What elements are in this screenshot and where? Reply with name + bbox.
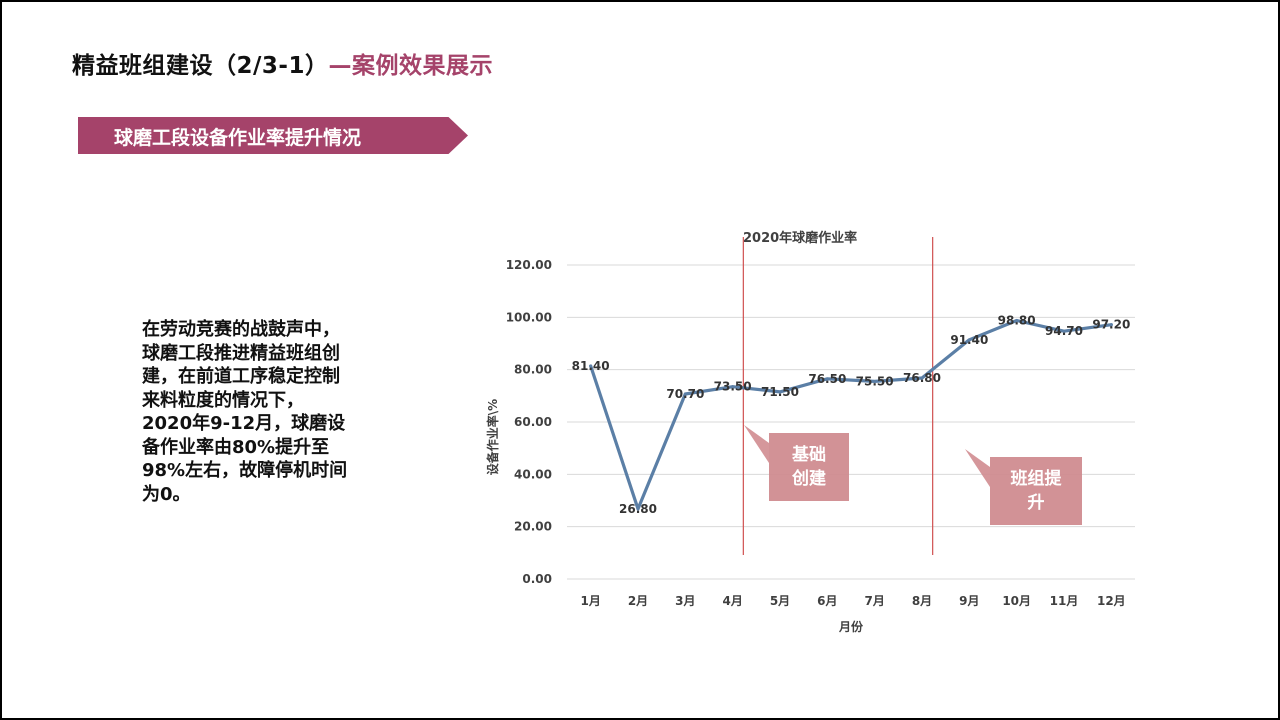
callout-text: 创建 (791, 468, 826, 489)
x-axis-title: 月份 (838, 619, 864, 634)
data-point (1015, 318, 1019, 322)
data-label: 91.40 (950, 333, 988, 347)
data-label: 75.50 (856, 374, 894, 388)
data-label: 94.70 (1045, 324, 1083, 338)
x-tick-label: 9月 (959, 594, 979, 608)
data-point (731, 385, 735, 389)
section-banner-label: 球磨工段设备作业率提升情况 (114, 127, 362, 149)
y-tick-label: 40.00 (514, 467, 552, 481)
data-label: 76.50 (808, 372, 846, 386)
x-tick-label: 4月 (722, 594, 742, 608)
x-tick-label: 7月 (864, 594, 884, 608)
data-point (589, 364, 593, 368)
y-axis-title: 设备作业率\% (485, 399, 500, 475)
y-tick-label: 60.00 (514, 415, 552, 429)
y-tick-label: 20.00 (514, 520, 552, 534)
y-tick-label: 100.00 (506, 310, 552, 324)
y-tick-label: 80.00 (514, 363, 552, 377)
data-point (825, 377, 829, 381)
x-tick-label: 10月 (1002, 594, 1031, 608)
line-chart: 2020年球磨作业率 0.00 20.00 40.00 60.00 80.00 100.00… (485, 230, 1135, 634)
data-label: 81.40 (572, 359, 610, 373)
x-tick-label: 8月 (912, 594, 932, 608)
y-tick-label: 120.00 (506, 258, 552, 272)
x-tick-label: 11月 (1050, 594, 1079, 608)
data-point (778, 390, 782, 394)
data-label: 98.80 (998, 313, 1036, 327)
x-tick-label: 2月 (628, 594, 648, 608)
x-tick-label: 1月 (580, 594, 600, 608)
callout-pointer (744, 425, 769, 463)
data-point (920, 376, 924, 380)
callout-pointer (965, 449, 990, 487)
data-point (636, 507, 640, 511)
description-text: 在劳动竞赛的战鼓声中，球磨工段推进精益班组创建，在前道工序稳定控制来料粒度的情况… (142, 319, 348, 505)
data-point (1062, 329, 1066, 333)
data-label: 71.50 (761, 385, 799, 399)
x-tick-label: 6月 (817, 594, 837, 608)
x-tick-label: 5月 (770, 594, 790, 608)
series-line (589, 318, 1113, 511)
title-accent: —案例效果展示 (328, 53, 493, 79)
section-banner: 球磨工段设备作业率提升情况 (78, 117, 468, 154)
callout-box (769, 433, 849, 501)
x-tick-label: 12月 (1097, 594, 1126, 608)
data-label: 26.80 (619, 502, 657, 516)
callout-text: 班组提 (1011, 468, 1063, 489)
data-label: 76.80 (903, 371, 941, 385)
data-label: 70.70 (666, 387, 704, 401)
callout-text: 升 (1028, 493, 1045, 513)
chart-title: 2020年球磨作业率 (743, 230, 857, 246)
callout-box (990, 457, 1082, 525)
x-tick-label: 3月 (675, 594, 695, 608)
data-point (967, 338, 971, 342)
callout-text: 基础 (791, 444, 826, 465)
data-point (1109, 323, 1113, 327)
title-main: 精益班组建设（2/3-1） (72, 53, 329, 79)
y-tick-label: 0.00 (522, 572, 552, 586)
data-point (683, 392, 687, 396)
data-label: 97.20 (1092, 318, 1130, 332)
page-title: 精益班组建设（2/3-1）—案例效果展示 (72, 46, 493, 80)
data-label: 73.50 (714, 380, 752, 394)
data-point (873, 379, 877, 383)
